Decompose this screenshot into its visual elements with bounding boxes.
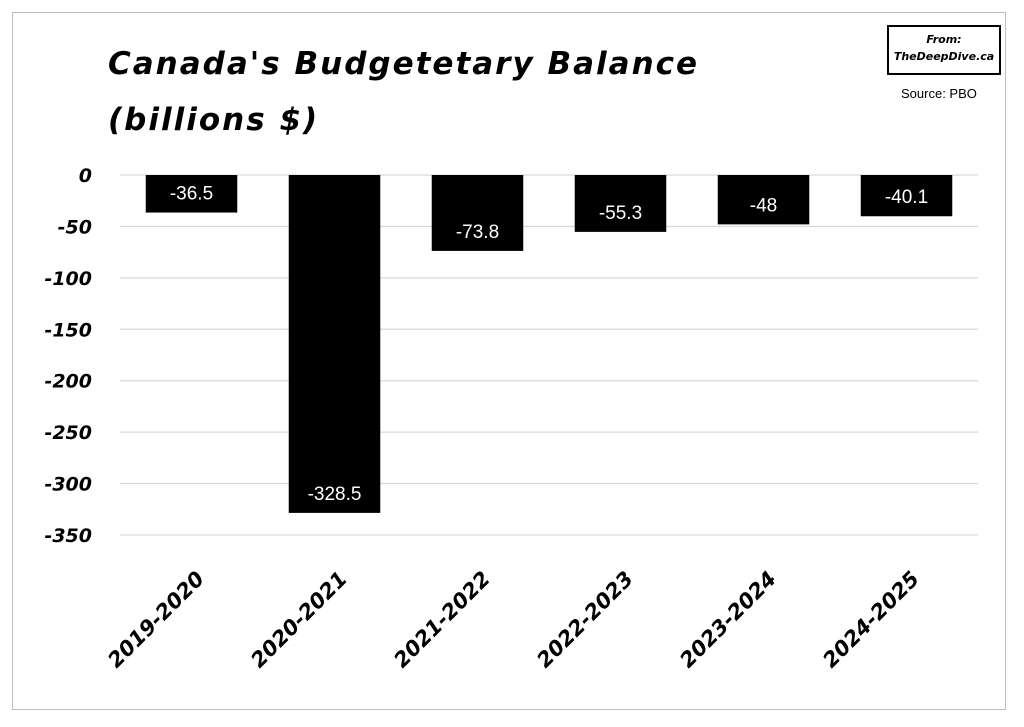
x-tick-label: 2020-2021 bbox=[246, 567, 352, 673]
chart-subtitle: (billions $) bbox=[108, 102, 320, 138]
data-label: -40.1 bbox=[885, 187, 928, 208]
source-badge: From: TheDeepDive.ca bbox=[887, 25, 1001, 75]
y-tick-label: -250 bbox=[44, 422, 92, 444]
data-label: -48 bbox=[750, 195, 777, 216]
x-tick-label: 2022-2023 bbox=[532, 567, 638, 673]
bar bbox=[860, 175, 953, 217]
data-label: -73.8 bbox=[456, 222, 499, 243]
badge-from-label: From: bbox=[926, 33, 962, 46]
x-tick-label: 2024-2025 bbox=[818, 567, 924, 673]
badge-site-label: TheDeepDive.ca bbox=[893, 50, 995, 63]
y-tick-label: 0 bbox=[79, 165, 92, 187]
x-tick-label: 2023-2024 bbox=[675, 567, 781, 673]
x-tick-label: 2021-2022 bbox=[389, 567, 495, 673]
bar bbox=[717, 175, 810, 225]
data-label: -55.3 bbox=[599, 203, 642, 224]
bar bbox=[288, 175, 381, 513]
bar bbox=[574, 175, 667, 232]
x-tick-label: 2019-2020 bbox=[103, 567, 209, 673]
data-label: -36.5 bbox=[170, 184, 213, 205]
chart-title: Canada's Budgetetary Balance bbox=[108, 46, 700, 82]
y-tick-label: -100 bbox=[44, 268, 92, 290]
source-note: Source: PBO bbox=[901, 86, 977, 101]
bar bbox=[431, 175, 524, 251]
y-tick-label: -50 bbox=[58, 216, 92, 238]
y-tick-label: -150 bbox=[44, 319, 92, 341]
bar bbox=[145, 175, 238, 213]
chart-frame bbox=[12, 12, 1006, 710]
y-tick-label: -300 bbox=[44, 474, 92, 496]
data-label: -328.5 bbox=[308, 484, 362, 505]
y-tick-label: -350 bbox=[44, 525, 92, 547]
y-tick-label: -200 bbox=[44, 371, 92, 393]
